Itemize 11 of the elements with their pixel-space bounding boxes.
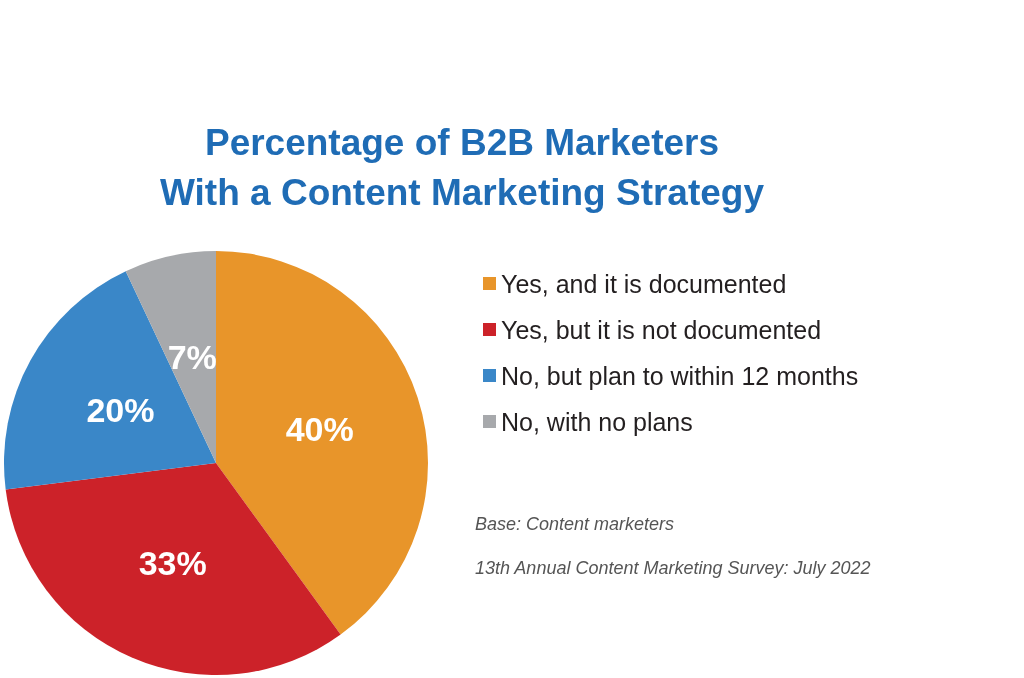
legend-label: No, with no plans <box>501 407 693 436</box>
data-label: 7% <box>167 337 217 376</box>
text: 13th Annual Content Marketing Survey: July 2022 <box>475 558 871 578</box>
data-label: 40% <box>285 410 354 449</box>
text: Base: Content marketers <box>475 514 675 534</box>
data-label: 20% <box>86 391 155 430</box>
legend-label: Yes, and it is documented <box>501 269 787 298</box>
data-label: 33% <box>138 544 207 583</box>
chart-title: Percentage of B2B Marketers With a Content Marketing Strategy <box>159 121 765 213</box>
legend-label: Yes, but it is not documented <box>501 315 822 344</box>
legend-label: No, but plan to within 12 months <box>501 361 859 390</box>
